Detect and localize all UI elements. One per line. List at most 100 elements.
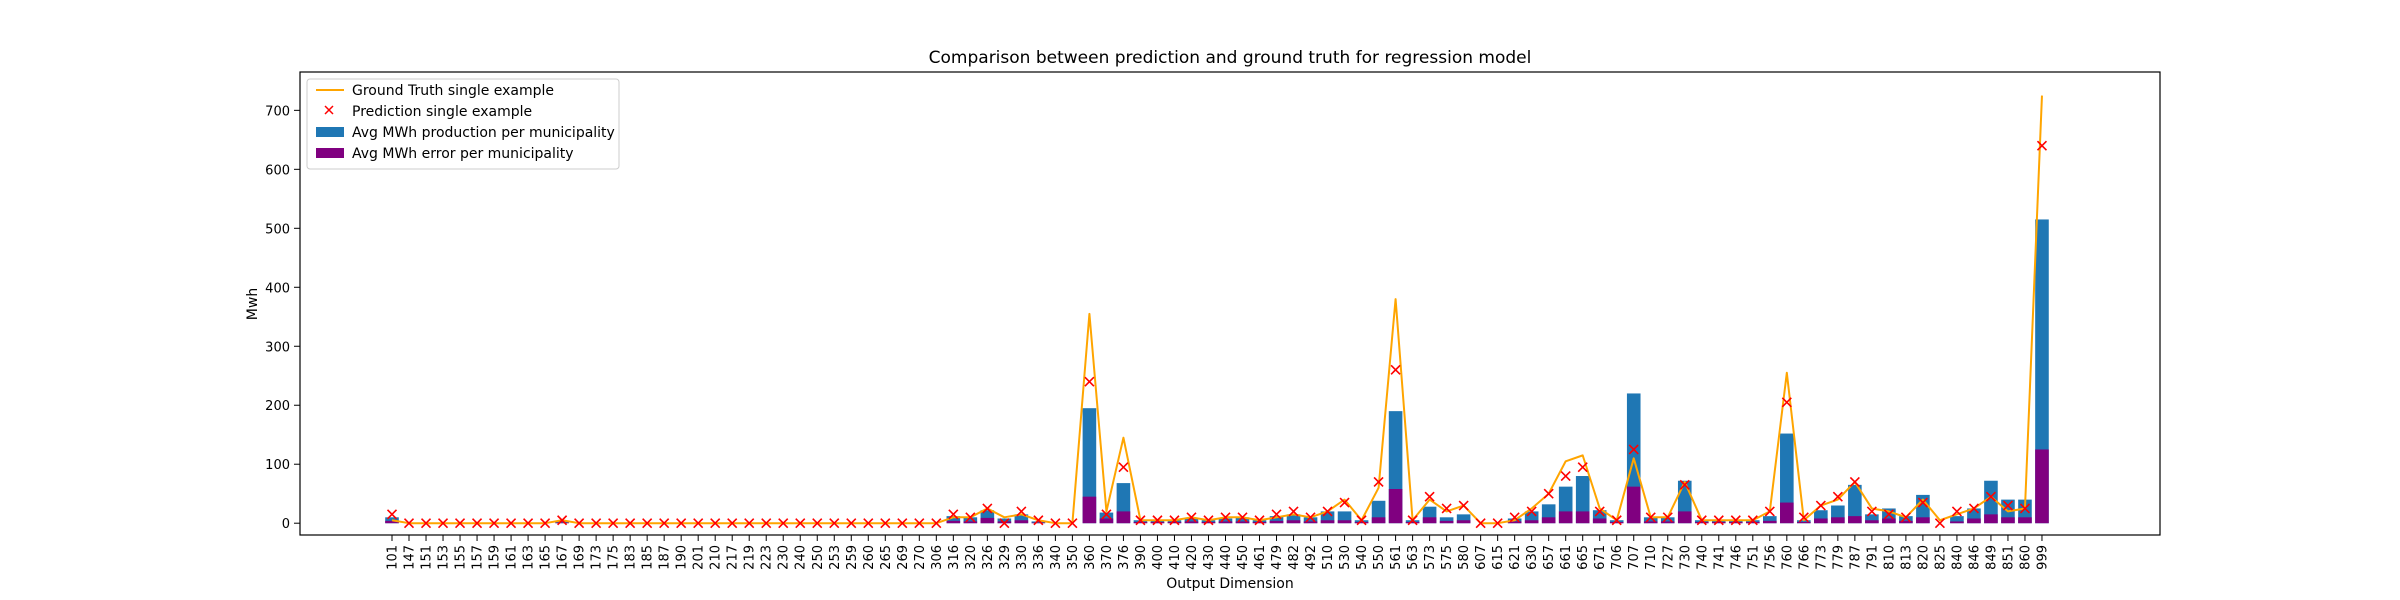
x-tick-label: 791 — [1865, 545, 1880, 570]
bar-error — [1797, 522, 1811, 524]
prediction-marker — [608, 518, 619, 529]
prediction-marker — [948, 509, 959, 520]
prediction-marker — [625, 518, 636, 529]
bar-production — [1984, 480, 1998, 524]
prediction-marker — [1832, 491, 1843, 502]
bar-error — [1848, 516, 1862, 524]
x-tick-label: 813 — [1899, 545, 1914, 570]
x-tick-label: 999 — [2035, 545, 2050, 570]
x-tick-label: 165 — [539, 545, 554, 570]
bar-error — [1405, 522, 1420, 524]
x-tick-label: 187 — [658, 545, 673, 570]
bar-production — [1694, 520, 1709, 524]
prediction-marker — [1118, 462, 1129, 473]
bar-production — [1133, 520, 1148, 524]
bar-error — [1133, 522, 1148, 524]
bar-production — [555, 521, 569, 524]
bar-error — [1916, 517, 1930, 524]
bar-error — [1728, 522, 1743, 524]
legend-swatch-prediction — [324, 105, 334, 115]
bar-production — [1899, 516, 1913, 524]
bar-production — [1303, 517, 1318, 524]
prediction-marker — [1475, 518, 1486, 529]
line-layer — [391, 95, 2043, 525]
prediction-marker — [659, 518, 670, 529]
bar-error — [1456, 520, 1471, 524]
x-tick-label: 260 — [862, 545, 877, 570]
x-axis: 101 147 151 153 155 157 159 161 163 165 167 169 173 1… — [386, 535, 2050, 570]
x-tick-label: 575 — [1440, 545, 1455, 570]
x-tick-label: 440 — [1219, 545, 1234, 570]
prediction-marker — [1543, 488, 1554, 499]
bar-error — [1967, 518, 1981, 524]
prediction-marker — [1441, 503, 1452, 514]
prediction-marker — [591, 518, 602, 529]
bar-error — [1609, 522, 1624, 524]
x-tick-label: 751 — [1746, 545, 1761, 570]
x-tick-label: 157 — [471, 545, 486, 570]
x-tick-label: 706 — [1610, 545, 1625, 570]
bar-production — [1201, 520, 1216, 524]
x-tick-label: 787 — [1848, 545, 1863, 570]
prediction-marker — [1305, 512, 1316, 523]
x-tick-label: 253 — [828, 545, 843, 570]
bar-production — [1252, 520, 1267, 524]
prediction-marker — [999, 518, 1010, 529]
bar-error — [963, 521, 978, 524]
prediction-marker — [1713, 515, 1724, 526]
x-tick-label: 740 — [1695, 545, 1710, 570]
bar-production — [1660, 517, 1675, 524]
legend-label-prediction: Prediction single example — [352, 104, 532, 120]
bar-error — [1899, 520, 1913, 524]
bar-error — [1082, 496, 1097, 524]
prediction-marker — [488, 518, 500, 529]
bar-error — [1814, 518, 1828, 524]
prediction-marker — [1390, 364, 1401, 375]
bar-production — [1746, 520, 1760, 524]
bar-error — [1286, 520, 1301, 524]
bar-error — [1558, 511, 1573, 524]
prediction-marker — [914, 518, 925, 529]
prediction-marker — [761, 518, 772, 529]
prediction-marker — [1509, 512, 1520, 523]
prediction-marker — [2002, 500, 2014, 511]
x-tick-label: 360 — [1083, 545, 1098, 570]
prediction-marker — [982, 503, 993, 514]
bar-error — [980, 517, 995, 524]
bar-production — [1780, 433, 1794, 524]
legend-label-ground-truth: Ground Truth single example — [352, 83, 554, 99]
bar-error — [1950, 521, 1964, 524]
bar-error — [1524, 520, 1539, 524]
x-tick-label: 326 — [981, 545, 996, 570]
x-tick-label: 710 — [1644, 545, 1659, 570]
prediction-marker — [1526, 506, 1537, 517]
bar-error — [1031, 522, 1046, 524]
bar-error — [1984, 514, 1998, 524]
prediction-marker — [778, 518, 789, 529]
prediction-marker — [1135, 515, 1146, 526]
x-tick-label: 155 — [454, 545, 469, 570]
bar-error — [1320, 520, 1335, 524]
bar-production — [946, 516, 961, 524]
bar-production — [1405, 520, 1420, 524]
bar-error — [1882, 518, 1896, 524]
y-tick-label: 0 — [282, 517, 290, 532]
x-tick-label: 190 — [675, 545, 690, 570]
legend-label-error: Avg MWh error per municipality — [352, 146, 574, 162]
prediction-marker — [829, 518, 840, 529]
x-tick-label: 657 — [1542, 545, 1557, 570]
prediction-marker — [1628, 444, 1639, 455]
bar-production — [1848, 484, 1862, 524]
y-tick-label: 600 — [265, 163, 290, 178]
x-tick-label: 306 — [930, 545, 945, 570]
bar-error — [1354, 522, 1369, 524]
prediction-marker — [1577, 462, 1588, 473]
bar-production — [1865, 514, 1879, 524]
bar-production — [1354, 520, 1369, 524]
bar-production — [1609, 520, 1624, 524]
x-tick-label: 270 — [913, 545, 928, 570]
x-tick-label: 223 — [760, 545, 775, 570]
x-tick-label: 621 — [1508, 545, 1523, 570]
bar-error — [1439, 520, 1454, 524]
bar-error — [1694, 522, 1709, 524]
